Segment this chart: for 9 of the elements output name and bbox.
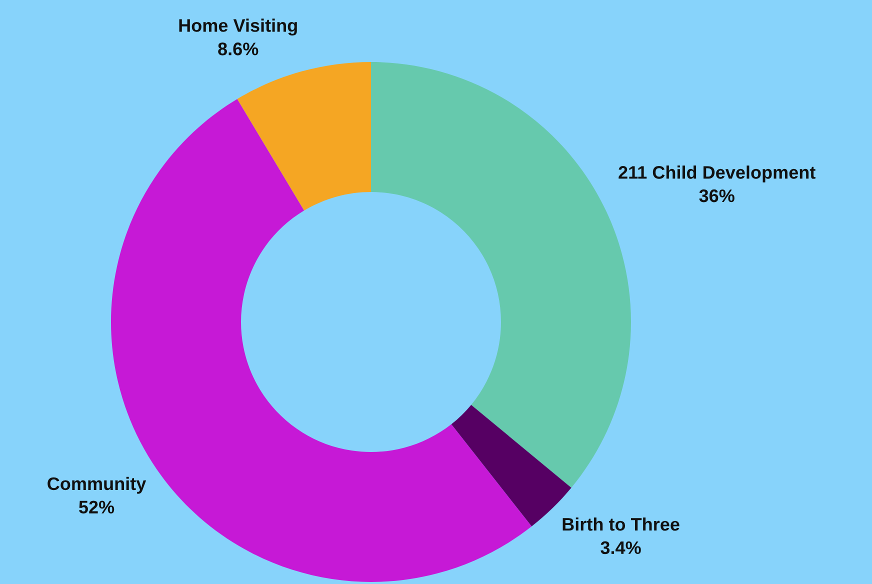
slice-label: Community: [48, 476, 146, 494]
data-label: 8.6%: [218, 42, 258, 56]
data-label: 52%: [79, 500, 114, 514]
data-label: 3.4%: [600, 541, 641, 554]
slice-label: Home Visiting: [179, 18, 297, 36]
donut-slice: [237, 62, 371, 211]
data-label: 36%: [699, 189, 734, 202]
slice-label: Birth to Three: [562, 517, 680, 531]
slice-label: 211 Child Development: [618, 166, 816, 182]
